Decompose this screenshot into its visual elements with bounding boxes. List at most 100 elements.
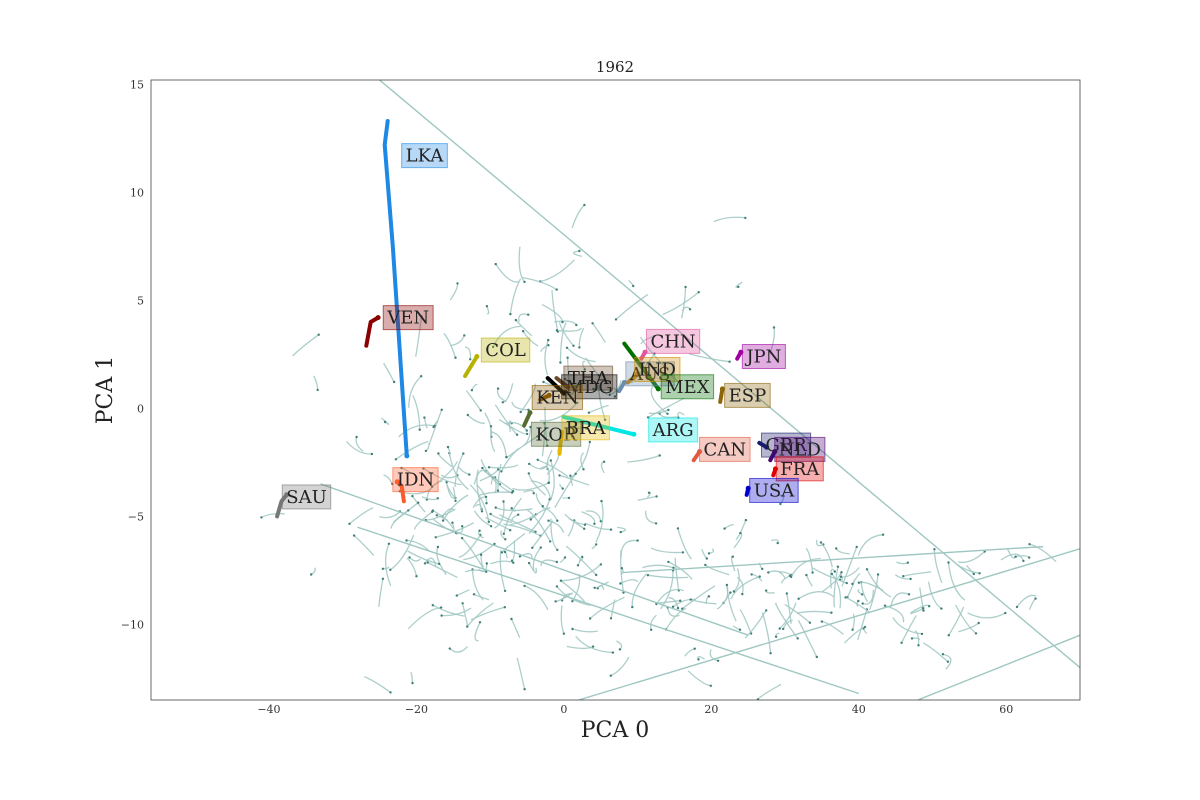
background-point-317: [881, 533, 885, 536]
background-point-100: [441, 519, 445, 522]
background-point-95: [435, 514, 438, 517]
background-trajectory-365: [820, 541, 834, 568]
background-point-80: [511, 490, 515, 493]
background-point-118: [454, 499, 457, 502]
background-point-68: [440, 408, 443, 411]
background-point-145: [485, 570, 488, 573]
background-point-294: [707, 595, 711, 598]
background-point-339: [466, 625, 469, 628]
background-trajectory-375: [595, 500, 604, 543]
background-trajectory-306: [786, 593, 792, 624]
point-kor: [527, 410, 533, 416]
background-trajectory-376: [733, 625, 741, 631]
background-trajectory-137: [432, 604, 465, 617]
country-label-text: MDG: [566, 377, 613, 398]
background-trajectory-5: [414, 511, 433, 530]
country-label-text: LKA: [406, 146, 445, 167]
background-point-267: [865, 568, 869, 571]
background-long-trajectory-1: [320, 483, 749, 636]
background-trajectory-364: [560, 580, 586, 603]
background-trajectory-355: [681, 585, 716, 610]
background-point-50: [466, 413, 469, 417]
country-label-text: AUS: [629, 364, 671, 385]
background-point-203: [632, 284, 635, 288]
chart-title: 1962: [596, 58, 634, 76]
background-point-75: [523, 584, 526, 588]
background-point-81: [389, 568, 392, 571]
background-trajectory-92: [379, 511, 401, 519]
background-trajectory-231: [851, 613, 855, 630]
country-trajectories: [275, 119, 778, 519]
background-point-174: [658, 376, 662, 379]
background-trajectory-318: [851, 572, 861, 585]
background-point-350: [554, 600, 557, 603]
background-point-227: [446, 445, 450, 449]
background-trajectory-371: [549, 460, 555, 502]
background-point-14: [468, 473, 471, 476]
background-point-148: [405, 539, 408, 542]
background-trajectory-65: [408, 375, 422, 408]
background-trajectory-265: [840, 567, 860, 578]
background-point-368: [571, 627, 574, 631]
y-tick-label: −10: [121, 618, 144, 631]
background-point-197: [572, 344, 575, 347]
background-trajectories: [260, 80, 1080, 700]
background-trajectory-237: [668, 561, 693, 580]
background-trajectory-246: [922, 642, 949, 663]
background-trajectory-201: [490, 426, 496, 452]
background-trajectory-141: [554, 473, 577, 508]
background-trajectory-145: [464, 569, 487, 573]
background-trajectory-27: [406, 557, 418, 577]
background-trajectory-194: [464, 346, 472, 360]
trajectory-ven: [364, 315, 381, 348]
background-point-188: [525, 429, 528, 432]
background-trajectory-162: [540, 344, 549, 353]
background-trajectory-215: [494, 404, 518, 436]
background-trajectory-191: [588, 404, 609, 414]
background-point-117: [481, 466, 484, 470]
country-label-box: [724, 382, 771, 408]
background-point-171: [316, 388, 319, 392]
background-point-103: [555, 585, 559, 588]
background-trajectory-32: [503, 497, 523, 534]
background-trajectory-180: [688, 353, 730, 363]
background-point-307: [974, 632, 978, 635]
background-point-11: [480, 510, 484, 513]
background-point-374: [631, 605, 634, 609]
background-trajectory-57: [478, 491, 513, 497]
background-point-35: [352, 534, 356, 537]
background-trajectory-370: [744, 610, 767, 639]
background-trajectory-19: [541, 506, 558, 521]
background-trajectory-84: [449, 646, 468, 653]
background-trajectory-275: [841, 546, 858, 587]
background-point-62: [609, 528, 613, 531]
x-tick-label: 40: [852, 703, 866, 716]
background-trajectory-228: [556, 327, 582, 332]
background-point-287: [941, 653, 945, 656]
background-long-trajectory-5: [917, 634, 1080, 700]
country-label-box: [660, 374, 715, 400]
background-point-113: [500, 470, 503, 473]
background-point-338: [583, 523, 587, 526]
background-point-271: [857, 599, 860, 603]
background-trajectory-222: [492, 325, 521, 348]
country-label-chn: CHN: [645, 328, 701, 354]
y-tick-labels: −10 −5 0 5 10 15: [121, 78, 144, 631]
background-point-125: [510, 507, 513, 510]
background-trajectory-73: [505, 435, 538, 459]
background-trajectory-111: [495, 506, 533, 512]
background-point-202: [653, 335, 656, 338]
background-point-273: [861, 593, 864, 596]
background-point-377: [588, 617, 592, 620]
country-label-box: [634, 356, 681, 382]
country-label-box: [530, 421, 582, 447]
background-point-211: [424, 449, 428, 453]
background-point-371: [549, 459, 552, 462]
background-point-262: [933, 548, 936, 551]
background-point-79: [407, 509, 410, 512]
country-label-text: ARG: [652, 420, 694, 441]
background-trajectory-68: [428, 409, 443, 446]
country-label-bra: BRA: [561, 415, 610, 441]
background-trajectory-233: [927, 581, 942, 610]
background-trajectory-314: [797, 619, 818, 658]
